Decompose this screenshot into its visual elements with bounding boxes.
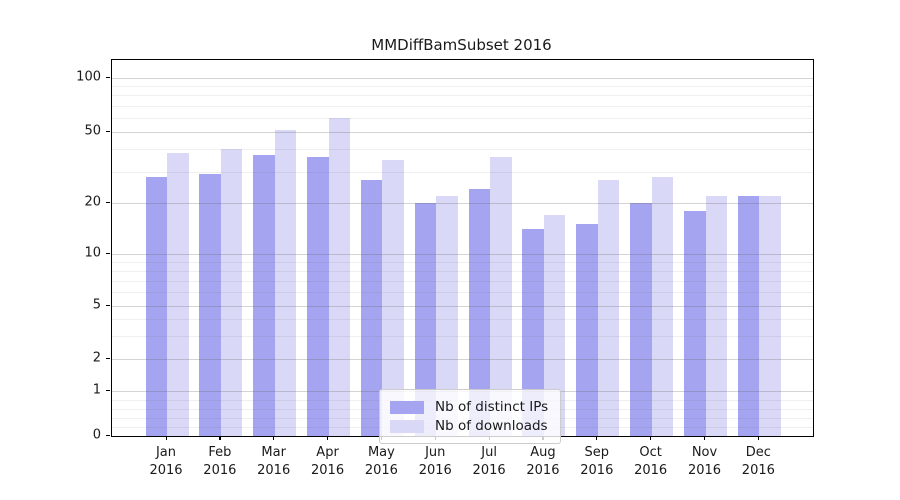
legend-item: Nb of downloads [390,418,548,434]
x-axis-tick-mark [704,436,706,440]
legend-label: Nb of downloads [435,418,548,434]
bar-downloads [382,159,404,436]
y-axis-tick-label: 20 [84,194,101,210]
bar-distinct-ips [737,195,760,436]
y-axis-tick-mark [106,201,110,203]
bar-distinct-ips [199,174,221,436]
bar-distinct-ips [576,224,598,436]
x-axis-tick-label: May 2016 [364,445,398,478]
bar-distinct-ips [253,155,275,436]
bar-distinct-ips [307,157,329,436]
x-axis-tick-label: Mar 2016 [257,445,291,478]
bar-downloads [167,153,189,436]
y-axis-tick-mark [106,130,110,132]
y-axis-tick-mark [106,76,110,78]
bar-distinct-ips [360,179,383,436]
x-axis-tick-mark [757,436,760,440]
x-axis-tick-label: Apr 2016 [311,445,345,478]
y-axis-tick-label: 50 [84,123,101,139]
x-axis-tick-label: Aug 2016 [526,445,560,478]
bar-downloads [436,195,458,436]
bar-distinct-ips [684,210,706,436]
y-axis-tick-label: 5 [92,297,101,313]
y-axis-tick-label: 100 [76,69,101,85]
bar-downloads [651,176,674,436]
y-axis-tick-label: 1 [92,382,101,398]
bar-downloads [543,214,566,436]
bar-downloads [597,179,620,436]
bar-downloads [328,117,351,436]
x-axis-tick-mark [165,436,167,440]
x-axis-tick-label: Jan 2016 [149,445,183,478]
x-axis-tick-mark [596,436,598,440]
bar-distinct-ips [145,176,167,436]
legend-item: Nb of distinct IPs [390,399,548,415]
x-axis-tick-mark [327,436,329,440]
bar-distinct-ips [414,203,437,436]
x-axis-tick-mark [650,436,652,440]
x-axis-tick-label: Feb 2016 [203,445,237,478]
x-axis-tick-label: Nov 2016 [687,445,722,478]
x-axis-tick-label: Oct 2016 [634,445,668,478]
legend: Nb of distinct IPs Nb of downloads [379,389,562,444]
bar-downloads [759,195,781,436]
y-axis-tick-mark [106,434,110,436]
legend-swatch-downloads [390,419,424,433]
y-axis-tick-mark [106,357,110,359]
plot-area: Nb of distinct IPs Nb of downloads [111,59,814,444]
legend-swatch-distinct-ips [390,400,424,414]
chart-title: MMDiffBamSubset 2016 [371,36,552,54]
bar-downloads [490,157,512,436]
bar-downloads [705,195,727,436]
bar-distinct-ips [630,203,652,436]
y-axis-tick-label: 2 [92,350,101,366]
legend-label: Nb of distinct IPs [435,399,549,415]
x-axis-tick-mark [273,436,275,440]
x-axis-tick-label: Jun 2016 [418,445,452,478]
x-axis-tick-mark [219,436,221,440]
x-axis-tick-label: Dec 2016 [741,445,775,478]
bar-downloads [274,130,297,436]
x-axis-tick-label: Jul 2016 [472,445,506,478]
bars-layer [112,60,813,436]
y-axis-tick-mark [106,389,110,391]
bar-downloads [220,149,243,436]
bar-distinct-ips [468,188,491,436]
y-axis-tick-mark [106,252,110,254]
bar-distinct-ips [522,229,544,436]
x-axis-tick-label: Sep 2016 [580,445,614,478]
y-axis-tick-mark [106,304,110,306]
y-axis-tick-label: 10 [84,245,101,261]
y-axis-tick-label: 0 [92,427,101,443]
